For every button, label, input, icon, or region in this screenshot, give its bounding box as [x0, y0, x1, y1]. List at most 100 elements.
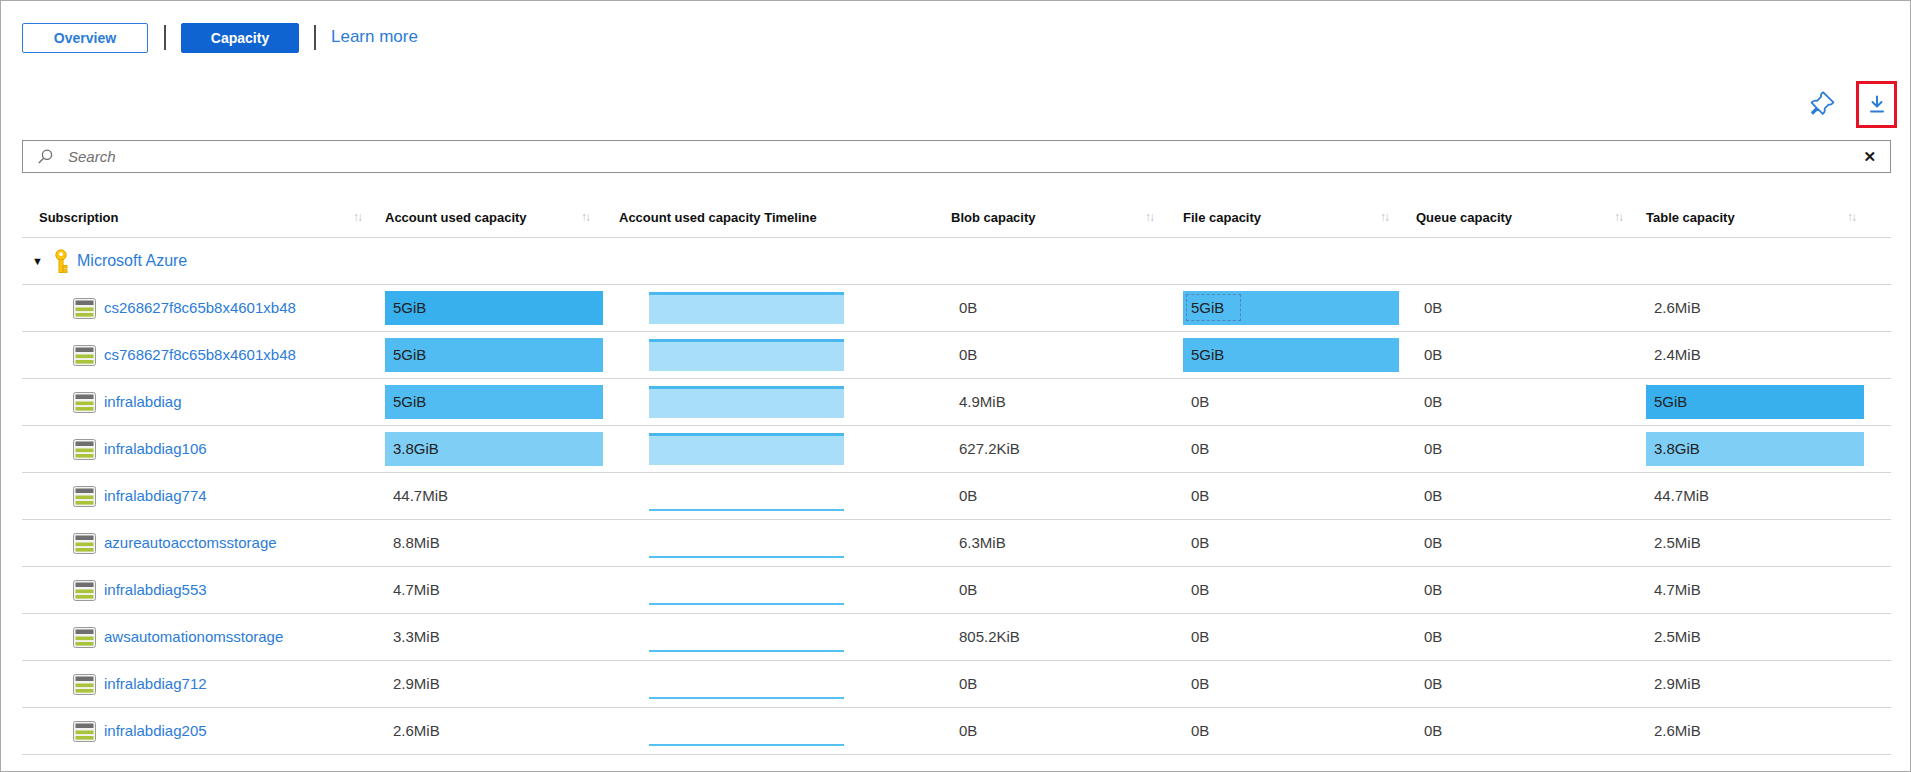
- storage-account-link[interactable]: cs268627f8c65b8x4601xb48: [104, 285, 296, 331]
- column-header-label: File capacity: [1183, 210, 1261, 225]
- cell-queue: 0B: [1408, 520, 1638, 567]
- cell-value: 3.8GiB: [1654, 432, 1700, 466]
- account-capacity-bar: 3.8GiB: [385, 432, 603, 466]
- cell-value: 2.6MiB: [393, 708, 440, 754]
- cell-blob: 0B: [943, 332, 1175, 379]
- column-header-file[interactable]: File capacity↑↓: [1175, 196, 1408, 237]
- cell-value: 5GiB: [1191, 291, 1224, 325]
- cell-table: 3.8GiB: [1638, 426, 1891, 473]
- storage-account-link[interactable]: infralabdiag774: [104, 473, 207, 519]
- column-header-queue[interactable]: Queue capacity ↑↓: [1408, 196, 1638, 237]
- learn-more-link[interactable]: Learn more: [331, 27, 418, 47]
- cell-value: 0B: [1424, 379, 1442, 425]
- table-row: cs768627f8c65b8x4601xb48 5GiB 0B 5GiB 0B 2.4M…: [22, 331, 1891, 378]
- column-header-label: Blob capacity: [951, 210, 1036, 225]
- azure-storage-capacity-view: Overview Capacity Learn more ✕ Subscript…: [0, 0, 1911, 772]
- cell-table: 2.5MiB: [1638, 520, 1891, 567]
- cell-table: 2.6MiB: [1638, 285, 1891, 332]
- cell-queue: 0B: [1408, 332, 1638, 379]
- cell-timeline: [611, 567, 943, 614]
- storage-account-icon: [73, 627, 96, 652]
- cell-subscription: infralabdiag712: [31, 661, 377, 708]
- pin-icon[interactable]: [1809, 91, 1837, 119]
- overview-tab-button[interactable]: Overview: [22, 23, 148, 53]
- download-icon[interactable]: [1865, 93, 1889, 117]
- cell-value: 0B: [1424, 708, 1442, 754]
- cell-queue: 0B: [1408, 426, 1638, 473]
- capacity-timeline-flatline: [649, 650, 844, 652]
- cell-queue: 0B: [1408, 708, 1638, 755]
- storage-account-link[interactable]: azureautoacctomsstorage: [104, 520, 277, 566]
- column-header-timeline: Account used capacity Timeline: [611, 196, 943, 237]
- cell-blob: 0B: [943, 567, 1175, 614]
- storage-account-link[interactable]: infralabdiag205: [104, 708, 207, 754]
- overview-tab-label: Overview: [54, 30, 116, 46]
- cell-timeline: [611, 332, 943, 379]
- cell-queue: 0B: [1408, 567, 1638, 614]
- column-header-blob[interactable]: Blob capacity↑↓: [943, 196, 1175, 237]
- cell-blob: 0B: [943, 708, 1175, 755]
- cell-value: 5GiB: [393, 291, 426, 325]
- cell-account: 4.7MiB: [377, 567, 611, 614]
- cell-account: 44.7MiB: [377, 473, 611, 520]
- table-row: awsautomationomsstorage3.3MiB805.2KiB0B0…: [22, 613, 1891, 660]
- cell-timeline: [611, 708, 943, 755]
- table-header-row: Subscription↑↓Account used capacity↑↓ Acc…: [22, 196, 1891, 237]
- cell-queue: 0B: [1408, 614, 1638, 661]
- cell-value: 2.6MiB: [1654, 708, 1701, 754]
- cell-value: 0B: [1424, 567, 1442, 613]
- capacity-tab-button[interactable]: Capacity: [181, 23, 299, 53]
- cell-table: 2.9MiB: [1638, 661, 1891, 708]
- column-header-account[interactable]: Account used capacity↑↓: [377, 196, 611, 237]
- cell-table: 4.7MiB: [1638, 567, 1891, 614]
- cell-value: 5GiB: [393, 338, 426, 372]
- sort-arrows-icon: ↑↓: [581, 196, 589, 237]
- column-header-label: Table capacity: [1646, 210, 1735, 225]
- cell-table: 5GiB: [1638, 379, 1891, 426]
- cell-value: 2.6MiB: [1654, 285, 1701, 331]
- cell-value: 4.9MiB: [959, 379, 1006, 425]
- search-input[interactable]: [66, 147, 1851, 166]
- cell-table: 44.7MiB: [1638, 473, 1891, 520]
- cell-value: 0B: [1191, 614, 1209, 660]
- cell-table: 2.4MiB: [1638, 332, 1891, 379]
- cell-value: 5GiB: [1191, 338, 1224, 372]
- cell-subscription: infralabdiag106: [31, 426, 377, 473]
- storage-account-link[interactable]: infralabdiag712: [104, 661, 207, 707]
- cell-value: 4.7MiB: [393, 567, 440, 613]
- cell-file: 0B: [1175, 473, 1408, 520]
- column-header-label: Account used capacity Timeline: [619, 210, 817, 225]
- storage-account-link[interactable]: infralabdiag106: [104, 426, 207, 472]
- storage-account-link[interactable]: cs768627f8c65b8x4601xb48: [104, 332, 296, 378]
- table-row: infralabdiag2052.6MiB0B0B0B2.6MiB: [22, 707, 1891, 754]
- capacity-timeline-flatline: [649, 744, 844, 746]
- cell-value: 0B: [1424, 614, 1442, 660]
- table-row: cs268627f8c65b8x4601xb485GiB0B5GiB0B2.6M…: [22, 284, 1891, 331]
- cell-value: 627.2KiB: [959, 426, 1020, 472]
- clear-search-icon[interactable]: ✕: [1863, 149, 1876, 164]
- cell-file: 0B: [1175, 661, 1408, 708]
- cell-subscription: cs768627f8c65b8x4601xb48: [31, 332, 377, 379]
- cell-timeline: [611, 661, 943, 708]
- storage-account-link[interactable]: awsautomationomsstorage: [104, 614, 283, 660]
- capacity-timeline-flatline: [649, 556, 844, 558]
- column-header-subscription[interactable]: Subscription↑↓: [31, 196, 377, 237]
- cell-value: 2.5MiB: [1654, 520, 1701, 566]
- subscription-group-link[interactable]: Microsoft Azure: [77, 238, 187, 284]
- cell-value: 0B: [959, 708, 977, 754]
- highlight-box: [1856, 81, 1897, 128]
- cell-blob: 4.9MiB: [943, 379, 1175, 426]
- cell-table: 2.6MiB: [1638, 708, 1891, 755]
- cell-account: 5GiB: [377, 379, 611, 426]
- storage-account-link[interactable]: infralabdiag: [104, 379, 182, 425]
- cell-blob: 0B: [943, 661, 1175, 708]
- column-header-label: Queue capacity: [1416, 210, 1512, 225]
- storage-account-icon: [73, 721, 96, 746]
- sort-arrows-icon: ↑↓: [1614, 196, 1622, 237]
- collapse-triangle-icon[interactable]: ▼: [32, 238, 43, 285]
- cell-value: 0B: [1424, 332, 1442, 378]
- storage-account-link[interactable]: infralabdiag553: [104, 567, 207, 613]
- column-header-table[interactable]: Table capacity↑↓: [1638, 196, 1891, 237]
- cell-value: 805.2KiB: [959, 614, 1020, 660]
- cell-value: 8.8MiB: [393, 520, 440, 566]
